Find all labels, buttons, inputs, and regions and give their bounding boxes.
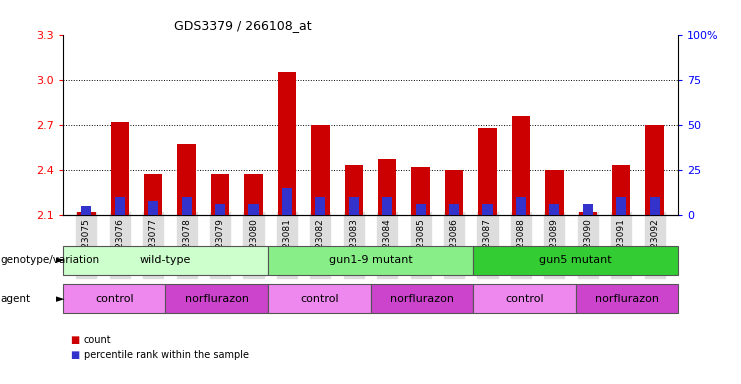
Bar bbox=[77, 212, 96, 215]
Text: control: control bbox=[95, 293, 133, 304]
Bar bbox=[82, 206, 91, 215]
Text: count: count bbox=[84, 335, 111, 345]
Text: ►: ► bbox=[56, 294, 64, 304]
Text: gun5 mutant: gun5 mutant bbox=[539, 255, 612, 265]
Bar bbox=[478, 128, 496, 215]
Bar bbox=[245, 174, 263, 215]
Text: norflurazon: norflurazon bbox=[595, 293, 659, 304]
Text: norflurazon: norflurazon bbox=[185, 293, 249, 304]
Bar bbox=[316, 197, 325, 215]
Text: norflurazon: norflurazon bbox=[390, 293, 453, 304]
Bar bbox=[248, 204, 259, 215]
Text: gun1-9 mutant: gun1-9 mutant bbox=[328, 255, 413, 265]
Bar bbox=[215, 204, 225, 215]
Bar bbox=[445, 170, 463, 215]
Bar bbox=[416, 204, 425, 215]
Bar bbox=[345, 166, 363, 215]
Bar bbox=[473, 284, 576, 313]
Text: wild-type: wild-type bbox=[140, 255, 191, 265]
Bar bbox=[576, 284, 678, 313]
Bar bbox=[411, 167, 430, 215]
Bar bbox=[549, 204, 559, 215]
Bar bbox=[165, 284, 268, 313]
Text: ►: ► bbox=[56, 255, 64, 265]
Text: ■: ■ bbox=[70, 335, 79, 345]
Text: genotype/variation: genotype/variation bbox=[1, 255, 100, 265]
Bar bbox=[115, 197, 125, 215]
Bar bbox=[579, 212, 597, 215]
Bar bbox=[211, 174, 229, 215]
Bar bbox=[512, 116, 530, 215]
Text: control: control bbox=[300, 293, 339, 304]
Bar bbox=[582, 204, 593, 215]
Bar bbox=[473, 246, 678, 275]
Text: agent: agent bbox=[1, 294, 31, 304]
Bar bbox=[645, 125, 664, 215]
Bar bbox=[177, 144, 196, 215]
Bar bbox=[349, 197, 359, 215]
Bar bbox=[63, 284, 165, 313]
Bar bbox=[282, 188, 292, 215]
Bar bbox=[148, 200, 159, 215]
Bar bbox=[63, 246, 268, 275]
Text: GDS3379 / 266108_at: GDS3379 / 266108_at bbox=[173, 19, 311, 32]
Bar bbox=[110, 122, 129, 215]
Bar bbox=[370, 284, 473, 313]
Bar bbox=[516, 197, 526, 215]
Bar bbox=[545, 170, 564, 215]
Bar bbox=[182, 197, 192, 215]
Bar bbox=[268, 246, 473, 275]
Bar bbox=[650, 197, 659, 215]
Bar bbox=[144, 174, 162, 215]
Text: control: control bbox=[505, 293, 544, 304]
Bar bbox=[382, 197, 392, 215]
Bar bbox=[311, 125, 330, 215]
Bar bbox=[482, 204, 493, 215]
Bar bbox=[268, 284, 370, 313]
Text: percentile rank within the sample: percentile rank within the sample bbox=[84, 350, 249, 360]
Bar bbox=[449, 204, 459, 215]
Bar bbox=[278, 72, 296, 215]
Bar bbox=[378, 159, 396, 215]
Text: ■: ■ bbox=[70, 350, 79, 360]
Bar bbox=[616, 197, 626, 215]
Bar bbox=[612, 166, 631, 215]
